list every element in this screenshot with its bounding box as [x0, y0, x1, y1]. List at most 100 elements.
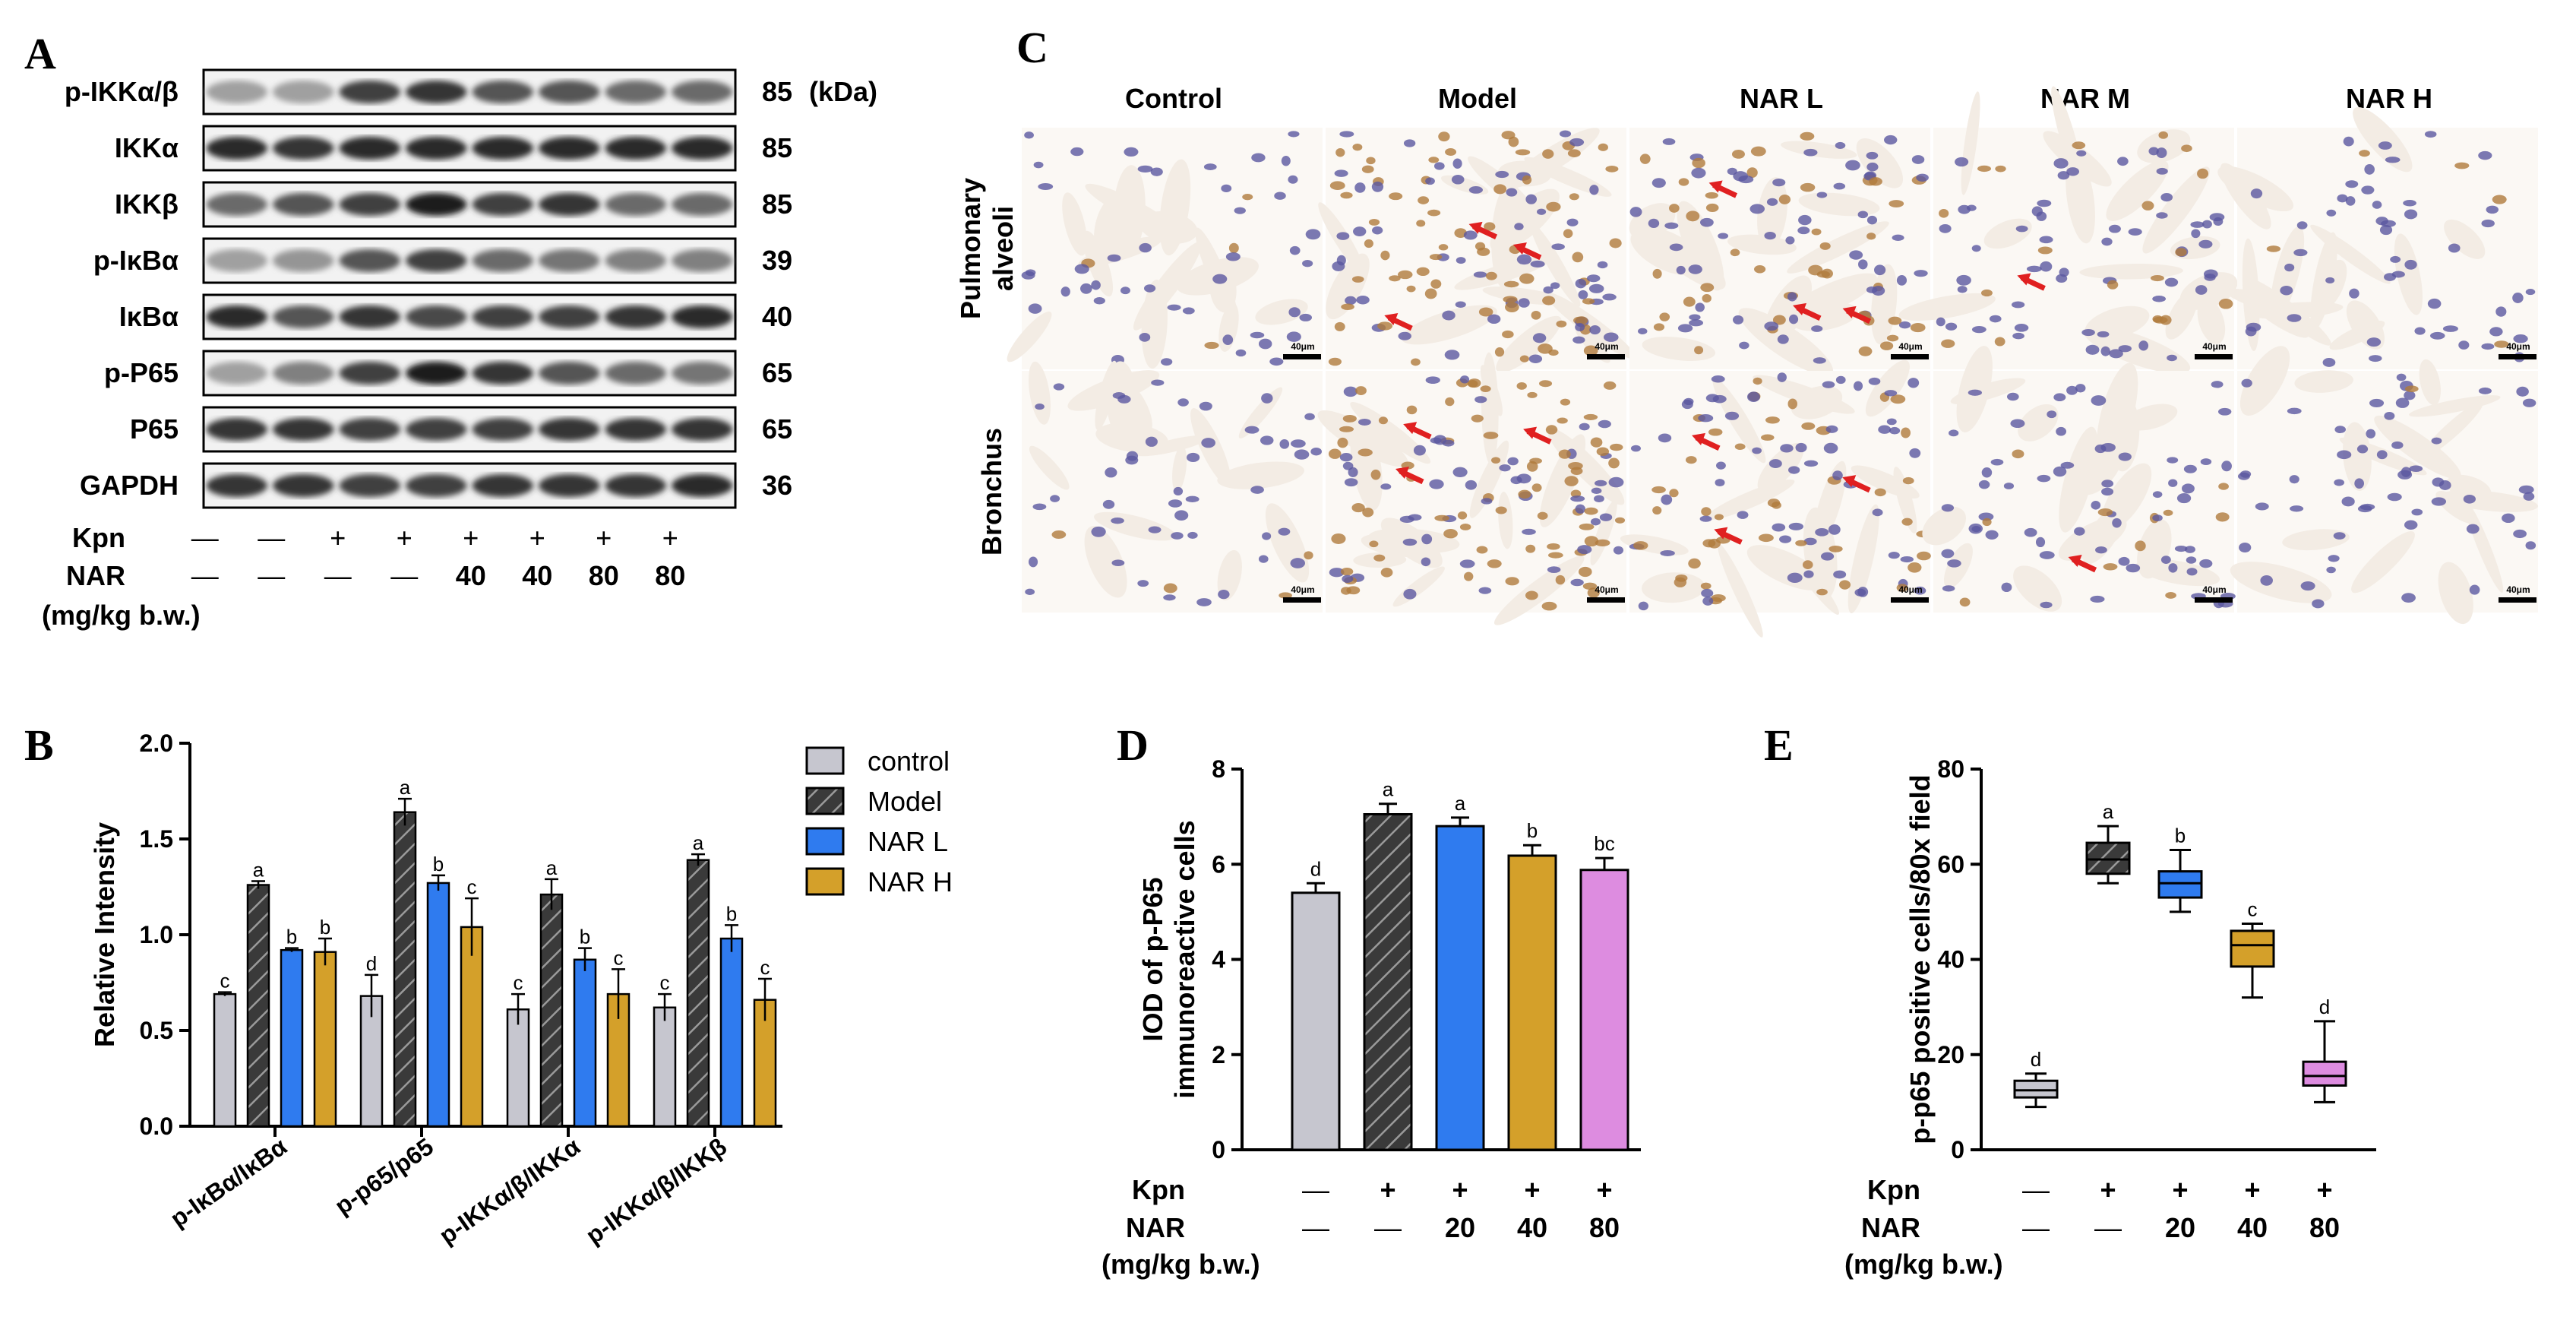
ihc-cell-nucleus: [1676, 265, 1686, 275]
ihc-cell-nucleus: [2035, 537, 2046, 548]
blot-nar-value: —: [324, 560, 352, 591]
ihc-cell-nucleus: [1171, 532, 1184, 540]
ihc-cell-nucleus: [2385, 157, 2401, 163]
d-nar-value: —: [1374, 1212, 1402, 1243]
ihc-cell-nucleus: [1434, 514, 1449, 521]
ihc-cell-nucleus: [1499, 464, 1511, 472]
ihc-cell-nucleus: [1575, 504, 1586, 514]
ihc-cell-nucleus: [2486, 205, 2499, 214]
ihc-cell-nucleus: [1339, 453, 1353, 462]
blot-band: [605, 305, 666, 329]
ihc-cell-nucleus: [1613, 546, 1624, 555]
ihc-cell-nucleus: [2039, 551, 2055, 559]
ihc-cell-nucleus: [1289, 245, 1301, 255]
ihc-cell-nucleus: [2160, 192, 2173, 202]
ihc-cell-nucleus: [1594, 495, 1604, 503]
blot-kda-label: 85: [762, 188, 792, 220]
ihc-cell-nucleus: [1490, 457, 1501, 464]
panel-letter-e: E: [1764, 720, 1794, 770]
ihc-cell-nucleus: [1772, 315, 1786, 325]
ihc-cell-nucleus: [2156, 212, 2168, 219]
ihc-cell-nucleus: [1787, 292, 1797, 302]
ihc-cell-nucleus: [1648, 218, 1660, 229]
ihc-cell-nucleus: [1173, 486, 1184, 496]
ihc-cell-nucleus: [1503, 280, 1519, 288]
ihc-cell-nucleus: [1551, 243, 1565, 251]
ihc-cell-nucleus: [2101, 480, 2114, 488]
b-sig-letter: c: [760, 956, 770, 979]
ihc-tissue: [2409, 395, 2501, 417]
ihc-cell-nucleus: [2293, 248, 2308, 257]
ihc-cell-nucleus: [1174, 510, 1189, 521]
ihc-cell-nucleus: [2175, 248, 2187, 257]
b-xtick-label: p-p65/p65: [330, 1132, 438, 1220]
ihc-cell-nucleus: [2287, 314, 2302, 322]
blot-band: [273, 417, 334, 442]
ihc-cell-nucleus: [1990, 458, 2004, 466]
ihc-cell-nucleus: [2001, 582, 2012, 593]
ihc-cell-nucleus: [1705, 192, 1718, 199]
ihc-cell-nucleus: [1678, 178, 1689, 186]
ihc-cell-nucleus: [1575, 316, 1588, 325]
ihc-cell-nucleus: [1675, 574, 1688, 582]
ihc-tissue: [1642, 572, 1705, 603]
e-sig-letter: b: [2175, 824, 2186, 847]
blot-nar-value: —: [390, 560, 418, 591]
ihc-cell-nucleus: [1494, 347, 1505, 357]
ihc-cell-nucleus: [1981, 467, 1993, 478]
ihc-cell-nucleus: [1738, 175, 1754, 184]
ihc-cell-nucleus: [1547, 543, 1560, 550]
ihc-cell-nucleus: [1508, 136, 1519, 147]
ihc-tissue: [1956, 346, 1993, 432]
d-kpn-value: +: [1524, 1174, 1540, 1205]
ihc-cell-nucleus: [1708, 428, 1723, 436]
ihc-tissue: [1083, 230, 1114, 297]
ihc-tissue: [2051, 86, 2085, 188]
ihc-cell-nucleus: [2383, 273, 2397, 281]
ihc-tissue: [1029, 361, 1051, 425]
ihc-cell-nucleus: [1583, 345, 1598, 356]
d-bar: [1291, 891, 1341, 1151]
blot-protein-label: IKKα: [115, 132, 179, 163]
ihc-cell-nucleus: [2378, 141, 2392, 150]
ihc-tissue: [1217, 461, 1304, 489]
ihc-cell-nucleus: [1910, 322, 1926, 333]
ihc-cell-nucleus: [1692, 157, 1705, 169]
ihc-cell-nucleus: [1352, 144, 1363, 151]
ihc-cell-nucleus: [1117, 394, 1131, 404]
ihc-cell-nucleus: [1978, 512, 1994, 521]
ihc-cell-nucleus: [1890, 394, 1906, 404]
ihc-cell-nucleus: [1686, 211, 1700, 222]
ihc-cell-nucleus: [2361, 185, 2375, 195]
ihc-cell-nucleus: [1342, 414, 1357, 423]
ihc-cell-nucleus: [1334, 169, 1348, 177]
ihc-cell-nucleus: [2011, 301, 2025, 309]
ihc-cell-nucleus: [1060, 286, 1070, 297]
ihc-cell-nucleus: [1587, 274, 1601, 283]
ihc-cell-nucleus: [1866, 233, 1876, 240]
d-kpn-value: +: [1380, 1174, 1395, 1205]
ihc-cell-nucleus: [1451, 175, 1465, 185]
ihc-cell-nucleus: [2097, 331, 2110, 338]
ihc-scale-bar: [2195, 597, 2233, 603]
b-bar: [393, 811, 417, 1128]
ihc-cell-nucleus: [1853, 381, 1863, 391]
ihc-scale-label: 40μm: [1898, 584, 1922, 595]
d-bar: [1579, 869, 1629, 1151]
ihc-cell-nucleus: [1577, 545, 1592, 555]
ihc-cell-nucleus: [2201, 220, 2212, 229]
ihc-cell-nucleus: [2427, 298, 2442, 309]
ihc-cell-nucleus: [1587, 587, 1600, 598]
ihc-cell-nucleus: [1949, 429, 1959, 437]
e-kpn-label: Kpn: [1867, 1174, 1920, 1205]
ihc-scale-label: 40μm: [1595, 341, 1618, 352]
ihc-cell-nucleus: [1813, 357, 1826, 364]
ihc-cell-nucleus: [1547, 566, 1561, 574]
ihc-cell-nucleus: [2053, 393, 2066, 402]
ihc-cell-nucleus: [1251, 153, 1266, 163]
ihc-cell-nucleus: [2369, 398, 2385, 407]
ihc-cell-nucleus: [1694, 346, 1704, 355]
ihc-cell-nucleus: [2454, 162, 2470, 169]
ihc-cell-nucleus: [1187, 531, 1198, 540]
